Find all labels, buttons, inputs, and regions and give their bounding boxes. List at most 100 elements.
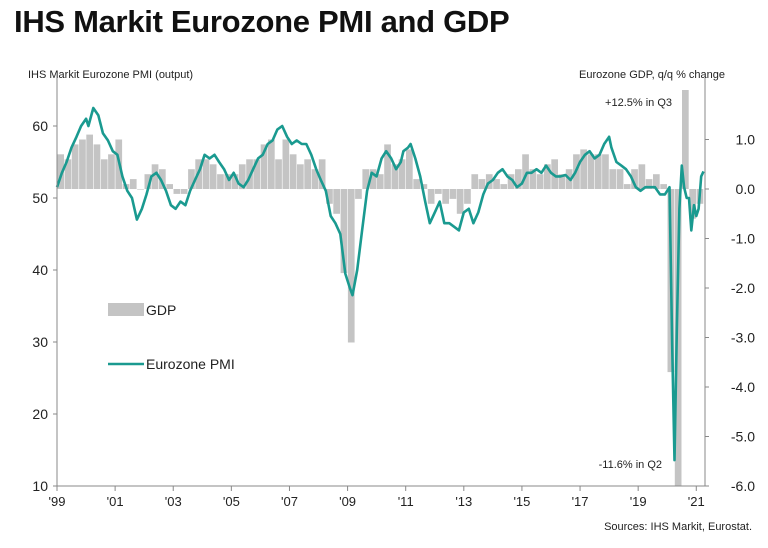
gdp-bar-72 (580, 149, 587, 189)
legend-gdp-swatch (108, 303, 144, 316)
x-tick-label-6: '11 (398, 494, 414, 509)
gdp-bar-75 (602, 154, 609, 189)
annotation-q3: +12.5% in Q3 (605, 97, 672, 109)
gdp-bar-55 (456, 189, 464, 214)
x-tick-label-4: '07 (281, 494, 298, 509)
right-tick-label-6: 0.0 (736, 181, 756, 197)
gdp-bar-13 (151, 164, 159, 190)
gdp-bar-87 (689, 189, 696, 219)
gdp-bar-73 (587, 154, 595, 189)
gdp-bar-0 (57, 154, 64, 189)
gdp-bar-74 (594, 154, 602, 189)
left-axis-label: IHS Markit Eurozone PMI (output) (28, 69, 193, 81)
gdp-bar-56 (464, 189, 471, 204)
right-tick-label-5: -1.0 (731, 231, 755, 247)
x-tick-label-7: '13 (455, 494, 472, 509)
gdp-bar-50 (420, 184, 428, 189)
gdp-bar-25 (238, 164, 246, 190)
x-tick-label-8: '15 (513, 494, 530, 509)
x-tick-label-0: '99 (49, 494, 66, 509)
gdp-bar-64 (522, 154, 529, 189)
gdp-bar-66 (536, 174, 544, 189)
gdp-bar-51 (427, 189, 435, 204)
x-tick-label-3: '05 (223, 494, 240, 509)
gdp-bar-69 (558, 174, 566, 189)
left-tick-label-0: 10 (32, 478, 48, 494)
gdp-bar-44 (376, 174, 384, 189)
x-axis-ticks: '99 '01 '03 '05 '07 '09 '11 '13 '15 '17 '19 '21 (49, 486, 705, 509)
gdp-bar-48 (406, 149, 413, 189)
gdp-bar-20 (202, 159, 210, 189)
left-tick-label-5: 60 (32, 118, 48, 134)
gdp-bar-29 (268, 139, 275, 189)
gdp-bar-53 (442, 189, 449, 204)
page-title: IHS Markit Eurozone PMI and GDP (14, 4, 510, 39)
gdp-bar-40 (347, 189, 355, 343)
legend-pmi-label: Eurozone PMI (146, 356, 235, 372)
gdp-bar-85 (674, 189, 682, 486)
legend-gdp-label: GDP (146, 302, 176, 318)
gdp-bar-61 (500, 184, 508, 189)
gdp-bar-39 (340, 189, 348, 274)
gdp-bar-42 (362, 169, 370, 189)
gdp-bar-12 (144, 174, 152, 189)
right-tick-label-4: -2.0 (731, 280, 755, 296)
gdp-bar-24 (231, 174, 239, 189)
annotation-q2: -11.6% in Q2 (599, 459, 662, 471)
gdp-bar-57 (471, 174, 479, 189)
gdp-bar-60 (493, 179, 500, 189)
gdp-bar-22 (217, 174, 224, 189)
gdp-bar-77 (616, 169, 624, 189)
x-tick-label-2: '03 (165, 494, 182, 509)
gdp-bar-41 (355, 189, 362, 199)
gdp-bar-46 (391, 164, 399, 190)
gdp-bar-58 (478, 179, 486, 189)
x-tick-label-1: '01 (107, 494, 124, 509)
gdp-bar-15 (166, 184, 173, 189)
left-tick-label-1: 20 (32, 406, 48, 422)
gdp-bar-86 (682, 90, 689, 189)
right-tick-label-2: -4.0 (731, 379, 755, 395)
gdp-bar-36 (318, 159, 326, 189)
right-tick-label-3: -3.0 (731, 330, 755, 346)
gdp-bar-38 (333, 189, 340, 214)
gdp-bar-49 (413, 179, 420, 189)
gdp-bar-67 (544, 164, 551, 190)
gdp-bar-21 (209, 164, 217, 190)
gdp-bar-4 (86, 134, 93, 189)
gdp-bar-14 (159, 169, 166, 189)
gdp-bar-1 (64, 159, 72, 189)
gdp-bar-47 (398, 159, 406, 189)
gdp-bar-7 (108, 154, 115, 189)
gdp-bar-33 (297, 164, 304, 190)
gdp-bar-82 (653, 174, 660, 189)
x-tick-label-9: '17 (572, 494, 589, 509)
gdp-bar-28 (260, 144, 268, 189)
gdp-bar-81 (645, 179, 653, 189)
gdp-bar-23 (224, 174, 232, 189)
gdp-bar-17 (180, 189, 188, 194)
gdp-bar-11 (137, 189, 144, 190)
gdp-bar-6 (100, 159, 108, 189)
gdp-bar-65 (529, 169, 537, 189)
gdp-bar-37 (326, 189, 333, 204)
x-tick-label-11: '21 (688, 494, 705, 509)
gdp-bar-2 (71, 144, 79, 189)
gdp-bar-27 (253, 159, 261, 189)
gdp-bar-31 (282, 139, 290, 189)
gdp-bar-43 (369, 169, 377, 189)
right-tick-label-0: -6.0 (731, 478, 755, 494)
gdp-bar-34 (304, 159, 311, 189)
gdp-bar-79 (631, 169, 638, 189)
gdp-bar-45 (384, 144, 391, 189)
gdp-bar-32 (289, 154, 297, 189)
right-tick-label-7: 1.0 (736, 132, 756, 148)
gdp-bar-80 (638, 164, 646, 190)
gdp-bar-16 (173, 189, 181, 194)
left-tick-label-3: 40 (32, 262, 48, 278)
left-tick-label-4: 50 (32, 190, 48, 206)
source-note: Sources: IHS Markit, Eurostat. (604, 521, 752, 533)
gdp-bar-62 (507, 174, 515, 189)
gdp-bar-10 (129, 179, 137, 189)
